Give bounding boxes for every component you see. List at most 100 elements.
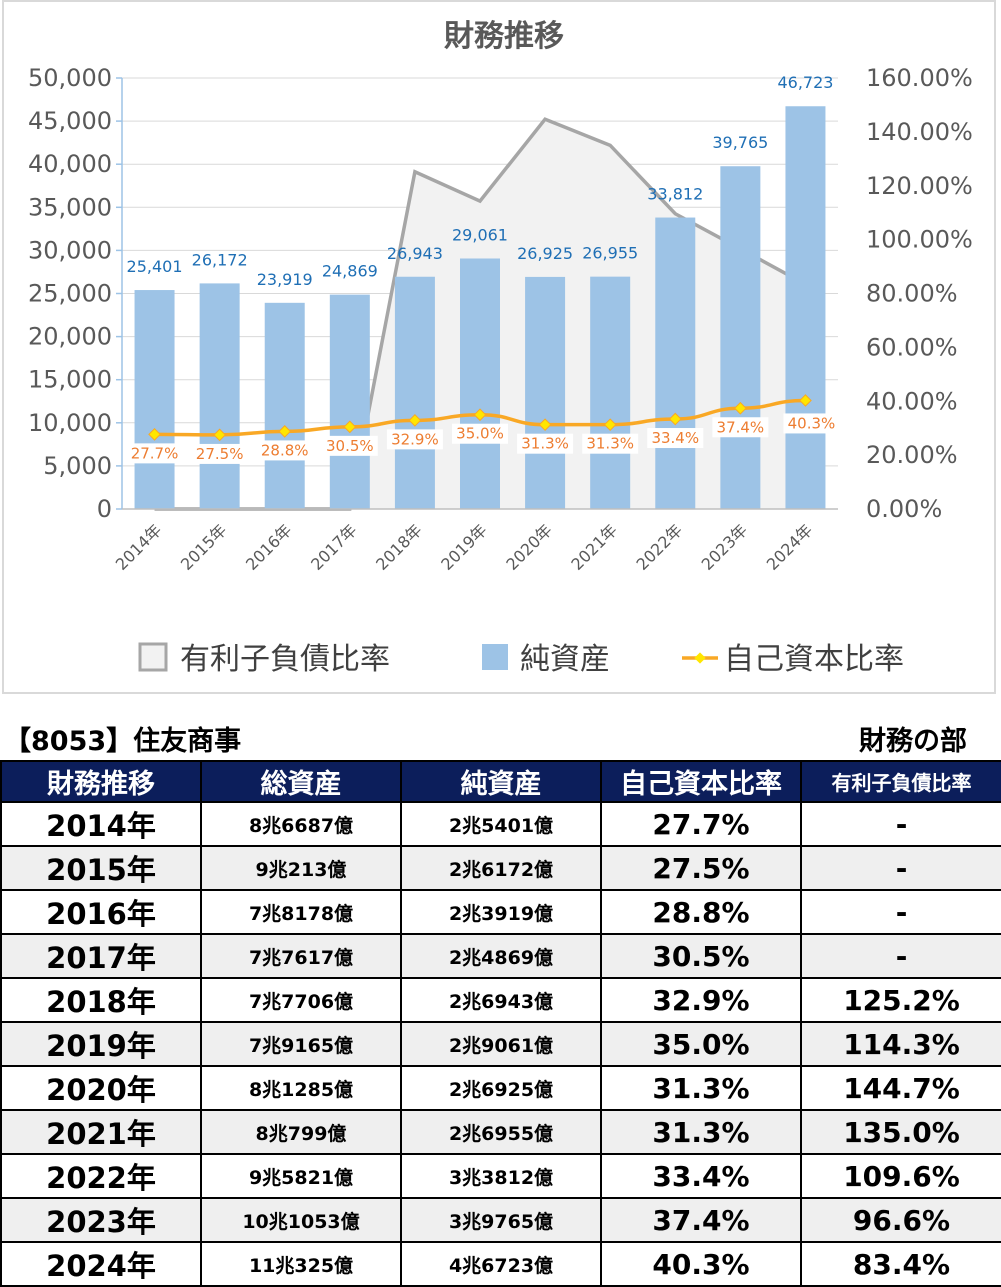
equity-ratio-label-bg (256, 440, 313, 461)
cell-debt-ratio: - (800, 889, 1001, 935)
cell-year: 2015年 (0, 845, 202, 891)
left-axis-tick-label: 0 (97, 495, 112, 523)
right-axis-tick-label: 100.00% (866, 226, 973, 254)
equity-ratio-label-bg (191, 443, 248, 464)
equity-ratio-marker (148, 428, 161, 441)
equity-ratio-marker (799, 394, 812, 407)
left-axis-tick-label: 50,000 (28, 64, 112, 92)
left-axis-tick-label: 45,000 (28, 107, 112, 135)
left-axis-tick-label: 10,000 (28, 409, 112, 437)
right-axis-tick-label: 140.00% (866, 118, 973, 146)
equity-ratio-label-bg (452, 423, 508, 444)
table-row: 2021年 8兆799億 2兆6955億 31.3% 135.0% (0, 1109, 1001, 1155)
chart-frame: 財務推移 25,401 26,172 23,919 24,869 26,943 29,06… (2, 0, 996, 694)
left-axis-tick-label: 20,000 (28, 323, 112, 351)
equity-ratio-marker (343, 420, 357, 434)
x-axis-tick-label: 2024年 (763, 520, 817, 574)
cell-debt-ratio: 96.6% (800, 1197, 1001, 1243)
cell-year: 2019年 (0, 1021, 202, 1067)
cell-debt-ratio: - (800, 845, 1001, 891)
table-row: 2023年 10兆1053億 3兆9765億 37.4% 96.6% (0, 1197, 1001, 1243)
cell-equity-ratio: 35.0% (600, 1021, 802, 1067)
cell-equity-ratio: 31.3% (600, 1065, 802, 1111)
cell-year: 2020年 (0, 1065, 202, 1111)
table-row: 2014年 8兆6687億 2兆5401億 27.7% - (0, 801, 1001, 847)
table-row: 2020年 8兆1285億 2兆6925億 31.3% 144.7% (0, 1065, 1001, 1111)
cell-net-assets: 2兆3919億 (400, 889, 602, 935)
header-debt-ratio: 有利子負債比率 (800, 760, 1001, 803)
equity-ratio-marker (668, 412, 682, 426)
equity-ratio-marker (213, 428, 227, 442)
cell-total-assets: 10兆1053億 (200, 1197, 402, 1243)
net-assets-bar (264, 302, 305, 509)
equity-ratio-label-bg (386, 429, 443, 450)
net-assets-data-label: 29,061 (452, 225, 508, 244)
cell-net-assets: 2兆9061億 (400, 1021, 602, 1067)
cell-year: 2016年 (0, 889, 202, 935)
net-assets-data-label: 26,172 (192, 250, 248, 269)
legend-label-equity-ratio: 自己資本比率 (724, 642, 904, 677)
equity-ratio-marker (603, 418, 617, 432)
equity-ratio-marker (733, 401, 747, 415)
cell-year: 2014年 (0, 801, 202, 847)
cell-equity-ratio: 37.4% (600, 1197, 802, 1243)
net-assets-bar (590, 276, 631, 509)
net-assets-data-label: 24,869 (322, 262, 378, 281)
equity-ratio-data-label: 31.3% (586, 435, 634, 453)
cell-net-assets: 2兆6172億 (400, 845, 602, 891)
net-assets-data-label: 25,401 (127, 257, 183, 276)
cell-net-assets: 3兆9765億 (400, 1197, 602, 1243)
equity-ratio-marker (473, 408, 487, 422)
cell-net-assets: 2兆6925億 (400, 1065, 602, 1111)
equity-ratio-data-label: 30.5% (326, 437, 374, 455)
header-net-assets: 純資産 (400, 760, 602, 803)
x-axis-tick-label: 2022年 (633, 520, 687, 574)
cell-net-assets: 2兆6955億 (400, 1109, 602, 1155)
table-row: 2024年 11兆325億 4兆6723億 40.3% 83.4% (0, 1241, 1001, 1287)
net-assets-data-label: 26,925 (517, 244, 573, 263)
equity-ratio-data-label: 31.3% (521, 435, 569, 453)
table-row: 2017年 7兆7617億 2兆4869億 30.5% - (0, 933, 1001, 979)
cell-equity-ratio: 32.9% (600, 977, 802, 1023)
cell-year: 2017年 (0, 933, 202, 979)
cell-debt-ratio: 83.4% (800, 1241, 1001, 1287)
equity-ratio-data-label: 27.5% (196, 445, 244, 463)
right-axis-tick-label: 20.00% (866, 441, 958, 469)
net-assets-bar (460, 258, 500, 509)
legend-label-debt-ratio: 有利子負債比率 (180, 642, 390, 677)
right-axis-tick-label: 40.00% (866, 387, 958, 415)
cell-net-assets: 3兆3812億 (400, 1153, 602, 1199)
equity-ratio-marker (278, 425, 292, 438)
chart-title: 財務推移 (444, 19, 564, 54)
cell-total-assets: 7兆7706億 (200, 977, 402, 1023)
cell-year: 2024年 (0, 1241, 202, 1287)
equity-ratio-marker (538, 418, 552, 432)
cell-year: 2022年 (0, 1153, 202, 1199)
header-year: 財務推移 (0, 760, 202, 803)
right-axis-tick-label: 160.00% (866, 64, 973, 92)
equity-ratio-label-bg (582, 433, 639, 454)
equity-ratio-data-label: 37.4% (717, 418, 765, 436)
table-header-row: 財務推移 総資産 純資産 自己資本比率 有利子負債比率 (0, 760, 1001, 803)
net-assets-bar (785, 106, 826, 509)
cell-debt-ratio: - (800, 801, 1001, 847)
cell-debt-ratio: 109.6% (800, 1153, 1001, 1199)
table-row: 2022年 9兆5821億 3兆3812億 33.4% 109.6% (0, 1153, 1001, 1199)
net-assets-data-label: 33,812 (647, 185, 703, 204)
equity-ratio-data-label: 32.9% (391, 430, 439, 448)
legend-swatch-net-assets (482, 644, 508, 670)
net-assets-data-label: 26,943 (387, 244, 443, 263)
equity-ratio-label-bg (517, 433, 574, 454)
net-assets-bar (329, 294, 370, 509)
cell-total-assets: 8兆799億 (200, 1109, 402, 1155)
net-assets-data-label: 23,919 (257, 270, 313, 289)
net-assets-data-label: 39,765 (712, 133, 768, 152)
x-axis-tick-label: 2015年 (177, 520, 231, 574)
legend-swatch-debt-ratio (138, 642, 168, 672)
cell-year: 2023年 (0, 1197, 202, 1243)
equity-ratio-data-label: 33.4% (651, 429, 699, 447)
left-axis-tick-label: 5,000 (43, 452, 112, 480)
cell-equity-ratio: 27.7% (600, 801, 802, 847)
cell-debt-ratio: 114.3% (800, 1021, 1001, 1067)
x-axis-tick-label: 2014年 (112, 520, 166, 574)
